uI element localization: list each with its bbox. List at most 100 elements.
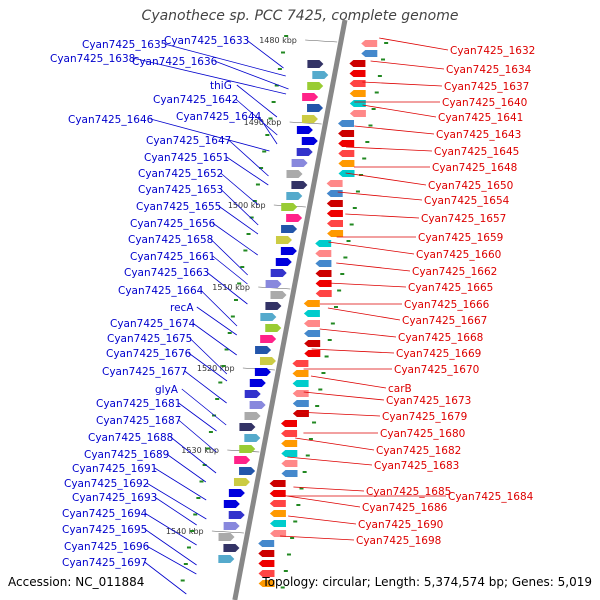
left-gene-label: Cyan7425_1695: [62, 524, 147, 536]
gene-feature-right: [269, 500, 286, 507]
left-gene-label: glyA: [155, 384, 179, 396]
left-gene-label: Cyan7425_1655: [136, 201, 221, 213]
gene-feature-right: [304, 320, 320, 327]
left-gene-leader: [178, 402, 217, 432]
gene-feature-left: [312, 71, 329, 79]
right-gene-leader: [345, 213, 420, 219]
right-gene-leader: [295, 411, 381, 417]
gene-feature-right: [270, 530, 287, 537]
right-gene-label: carB: [388, 383, 412, 395]
left-gene-leader: [228, 139, 269, 177]
tick-mark: [284, 35, 289, 37]
gene-feature-right: [315, 260, 332, 267]
gene-feature-left: [281, 225, 298, 233]
gene-feature-right: [258, 540, 275, 547]
gene-feature-left: [223, 500, 240, 508]
gene-feature-left: [286, 192, 303, 200]
left-gene-leader: [258, 115, 278, 145]
tick-mark: [374, 91, 379, 94]
gene-feature-left: [260, 335, 277, 343]
right-gene-leader: [370, 60, 445, 70]
gene-feature-right: [292, 410, 309, 417]
right-gene-label: Cyan7425_1640: [442, 97, 527, 109]
gene-feature-right: [315, 280, 332, 287]
left-gene-leader: [146, 482, 207, 520]
gene-feature-right: [303, 300, 320, 307]
left-gene-label: Cyan7425_1663: [124, 267, 209, 279]
right-gene-label: Cyan7425_1669: [396, 348, 481, 360]
left-gene-leader: [220, 172, 259, 206]
right-gene-label: Cyan7425_1690: [358, 519, 443, 531]
left-gene-label: Cyan7425_1642: [153, 94, 238, 106]
left-gene-leader: [178, 419, 217, 453]
gene-feature-left: [275, 236, 292, 244]
right-gene-label: Cyan7425_1662: [412, 266, 497, 278]
tick-mark: [268, 117, 273, 120]
gene-feature-right: [304, 350, 321, 357]
tick-mark: [190, 530, 195, 532]
gene-feature-left: [281, 203, 298, 211]
tick-mark: [252, 200, 257, 202]
right-gene-leader: [310, 375, 387, 389]
right-gene-leader: [303, 391, 385, 401]
right-gene-label: Cyan7425_1685: [366, 486, 451, 498]
gene-feature-right: [304, 340, 321, 347]
gene-feature-right: [361, 40, 378, 47]
left-gene-leader: [220, 188, 259, 226]
tick-mark: [343, 256, 348, 259]
accession-text: Accession: NC_011884: [8, 575, 145, 589]
gene-feature-left: [233, 478, 250, 486]
gene-feature-left: [228, 489, 245, 497]
left-gene-leader: [196, 306, 237, 336]
gene-feature-left: [249, 401, 266, 409]
right-gene-label: Cyan7425_1637: [444, 81, 529, 93]
right-gene-leader: [287, 456, 373, 466]
gene-feature-right: [349, 70, 366, 77]
left-gene-label: Cyan7425_1633: [164, 35, 249, 47]
tick-mark: [305, 454, 310, 457]
left-gene-leader: [192, 322, 237, 356]
left-gene-label: Cyan7425_1674: [110, 318, 196, 330]
gene-feature-left: [302, 93, 319, 101]
left-gene-label: Cyan7425_1681: [96, 398, 181, 410]
left-gene-label: Cyan7425_1638: [50, 53, 135, 65]
gene-feature-left: [265, 324, 282, 332]
tick-mark: [246, 233, 251, 235]
tick-mark: [215, 398, 220, 400]
gene-feature-left: [223, 544, 240, 552]
left-gene-label: Cyan7425_1688: [88, 432, 173, 444]
right-gene-label: Cyan7425_1657: [421, 213, 506, 225]
gene-feature-right: [326, 180, 343, 187]
left-gene-leader: [214, 60, 289, 90]
gene-feature-right: [303, 310, 320, 317]
left-gene-leader: [226, 156, 269, 186]
left-gene-label: Cyan7425_1692: [64, 478, 149, 490]
tick-mark: [286, 553, 291, 556]
gene-feature-right: [258, 560, 275, 567]
right-gene-label: Cyan7425_1698: [356, 535, 441, 547]
tick-mark: [324, 355, 329, 358]
right-gene-leader: [328, 241, 415, 255]
tick-mark: [346, 240, 351, 242]
tick-mark: [243, 249, 248, 252]
scale-mark-label: 1540 kbp: [166, 527, 204, 536]
left-gene-label: Cyan7425_1652: [138, 168, 223, 180]
left-gene-label: Cyan7425_1691: [72, 463, 157, 475]
right-gene-label: Cyan7425_1660: [416, 249, 501, 261]
gene-feature-right: [327, 220, 343, 227]
left-gene-label: Cyan7425_1661: [130, 251, 215, 263]
left-gene-label: Cyan7425_1646: [68, 114, 154, 126]
right-gene-leader: [280, 535, 355, 541]
left-gene-label: Cyan7425_1658: [128, 234, 213, 246]
gene-feature-right: [349, 110, 366, 117]
gene-feature-right: [349, 80, 366, 87]
tick-mark: [249, 216, 254, 219]
tick-mark: [183, 563, 188, 565]
tick-mark: [330, 322, 335, 325]
tick-mark: [293, 520, 298, 523]
tick-mark: [327, 339, 332, 341]
gene-feature-left: [270, 269, 287, 277]
right-gene-label: Cyan7425_1683: [374, 460, 459, 472]
gene-feature-right: [281, 420, 297, 427]
